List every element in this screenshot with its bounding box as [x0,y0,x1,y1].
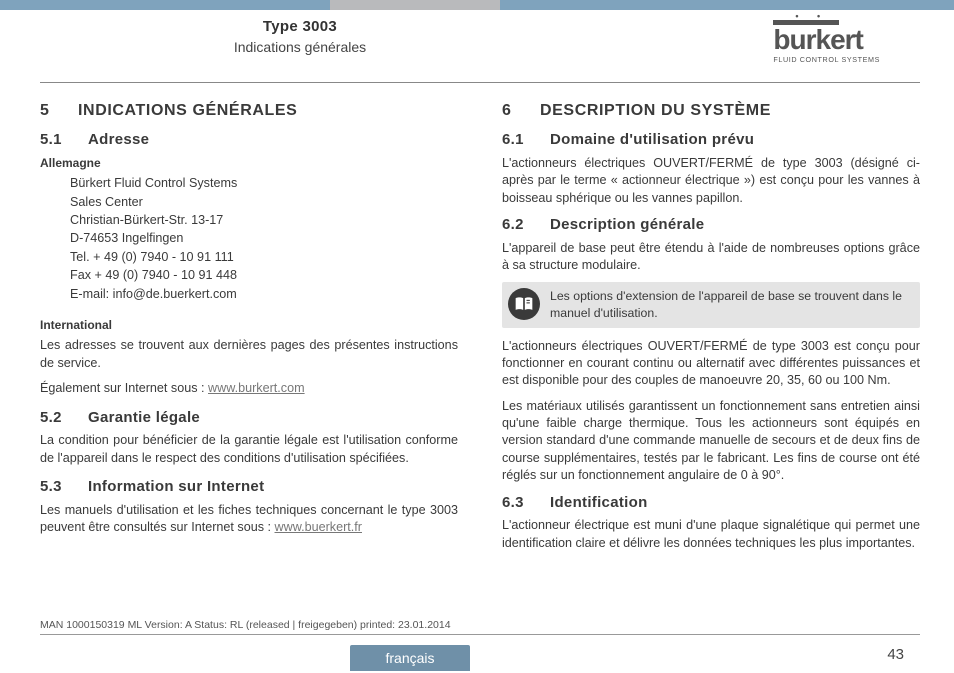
left-column: 5 INDICATIONS GÉNÉRALES 5.1 Adresse Alle… [40,100,458,560]
section-6-1-num: 6.1 [502,130,528,151]
section-5-3-heading: 5.3 Information sur Internet [40,477,458,498]
addr-line-7: E-mail: info@de.buerkert.com [70,286,458,303]
note-box: Les options d'extension de l'appareil de… [502,282,920,327]
section-6-2-text-c: Les matériaux utilisés garantissent un f… [502,398,920,485]
header-type-line: Type 3003 [100,18,500,35]
section-5-heading: 5 INDICATIONS GÉNÉRALES [40,100,458,122]
burkert-com-link[interactable]: www.burkert.com [208,381,305,395]
section-5-3-num: 5.3 [40,477,66,498]
bar-gap [330,0,500,10]
right-column: 6 DESCRIPTION DU SYSTÈME 6.1 Domaine d'u… [502,100,920,560]
section-6-2-text-b: L'actionneurs électriques OUVERT/FERMÉ d… [502,338,920,390]
content-area: 5 INDICATIONS GÉNÉRALES 5.1 Adresse Alle… [40,100,920,560]
section-6-2-title: Description générale [550,215,704,236]
section-6-2-text-a: L'appareil de base peut être étendu à l'… [502,240,920,275]
document-id: MAN 1000150319 ML Version: A Status: RL … [40,619,451,631]
buerkert-fr-link[interactable]: www.buerkert.fr [275,520,362,534]
section-5-1-num: 5.1 [40,130,66,151]
section-5-num: 5 [40,100,56,122]
intl-link-intro: Également sur Internet sous : [40,381,208,395]
section-6-heading: 6 DESCRIPTION DU SYSTÈME [502,100,920,122]
address-country: Allemagne [40,155,458,172]
section-5-title: INDICATIONS GÉNÉRALES [78,100,297,122]
addr-line-2: Sales Center [70,194,458,211]
logo-text: • • burkert [773,26,880,54]
addr-line-3: Christian-Bürkert-Str. 13-17 [70,212,458,229]
international-text: Les adresses se trouvent aux dernières p… [40,337,458,372]
addr-line-6: Fax + 49 (0) 7940 - 10 91 448 [70,267,458,284]
addr-line-5: Tel. + 49 (0) 7940 - 10 91 111 [70,249,458,266]
section-6-3-title: Identification [550,493,648,514]
section-5-3-text: Les manuels d'utilisation et les fiches … [40,502,458,537]
section-5-3-text-a: Les manuels d'utilisation et les fiches … [40,503,458,534]
language-tab: français [350,645,470,671]
bar-left [0,0,330,10]
page-header: Type 3003 Indications générales • • burk… [40,18,920,78]
logo-wordmark: burkert [773,24,862,55]
section-5-1-title: Adresse [88,130,149,151]
section-6-3-text: L'actionneur électrique est muni d'une p… [502,517,920,552]
manual-icon [508,288,540,320]
section-5-3-title: Information sur Internet [88,477,264,498]
header-subtitle: Indications générales [100,39,500,55]
section-5-2-text: La condition pour bénéficier de la garan… [40,432,458,467]
section-6-1-text: L'actionneurs électriques OUVERT/FERMÉ d… [502,155,920,207]
international-label: International [40,317,458,334]
international-link-line: Également sur Internet sous : www.burker… [40,380,458,397]
note-text: Les options d'extension de l'appareil de… [550,288,910,321]
section-6-2-num: 6.2 [502,215,528,236]
section-6-3-num: 6.3 [502,493,528,514]
section-6-num: 6 [502,100,518,122]
section-5-1-heading: 5.1 Adresse [40,130,458,151]
section-6-title: DESCRIPTION DU SYSTÈME [540,100,771,122]
address-block: Bürkert Fluid Control Systems Sales Cent… [70,175,458,303]
section-5-2-title: Garantie légale [88,408,200,429]
section-5-2-heading: 5.2 Garantie légale [40,408,458,429]
addr-line-1: Bürkert Fluid Control Systems [70,175,458,192]
section-6-2-heading: 6.2 Description générale [502,215,920,236]
brand-logo: • • burkert FLUID CONTROL SYSTEMS [773,26,880,64]
page-number: 43 [887,646,904,663]
bar-right [500,0,954,10]
section-6-3-heading: 6.3 Identification [502,493,920,514]
header-rule [40,82,920,83]
addr-line-4: D-74653 Ingelfingen [70,230,458,247]
logo-tagline: FLUID CONTROL SYSTEMS [773,55,880,64]
footer-rule [40,634,920,635]
section-5-2-num: 5.2 [40,408,66,429]
section-6-1-heading: 6.1 Domaine d'utilisation prévu [502,130,920,151]
section-6-1-title: Domaine d'utilisation prévu [550,130,754,151]
header-text-block: Type 3003 Indications générales [100,18,500,55]
